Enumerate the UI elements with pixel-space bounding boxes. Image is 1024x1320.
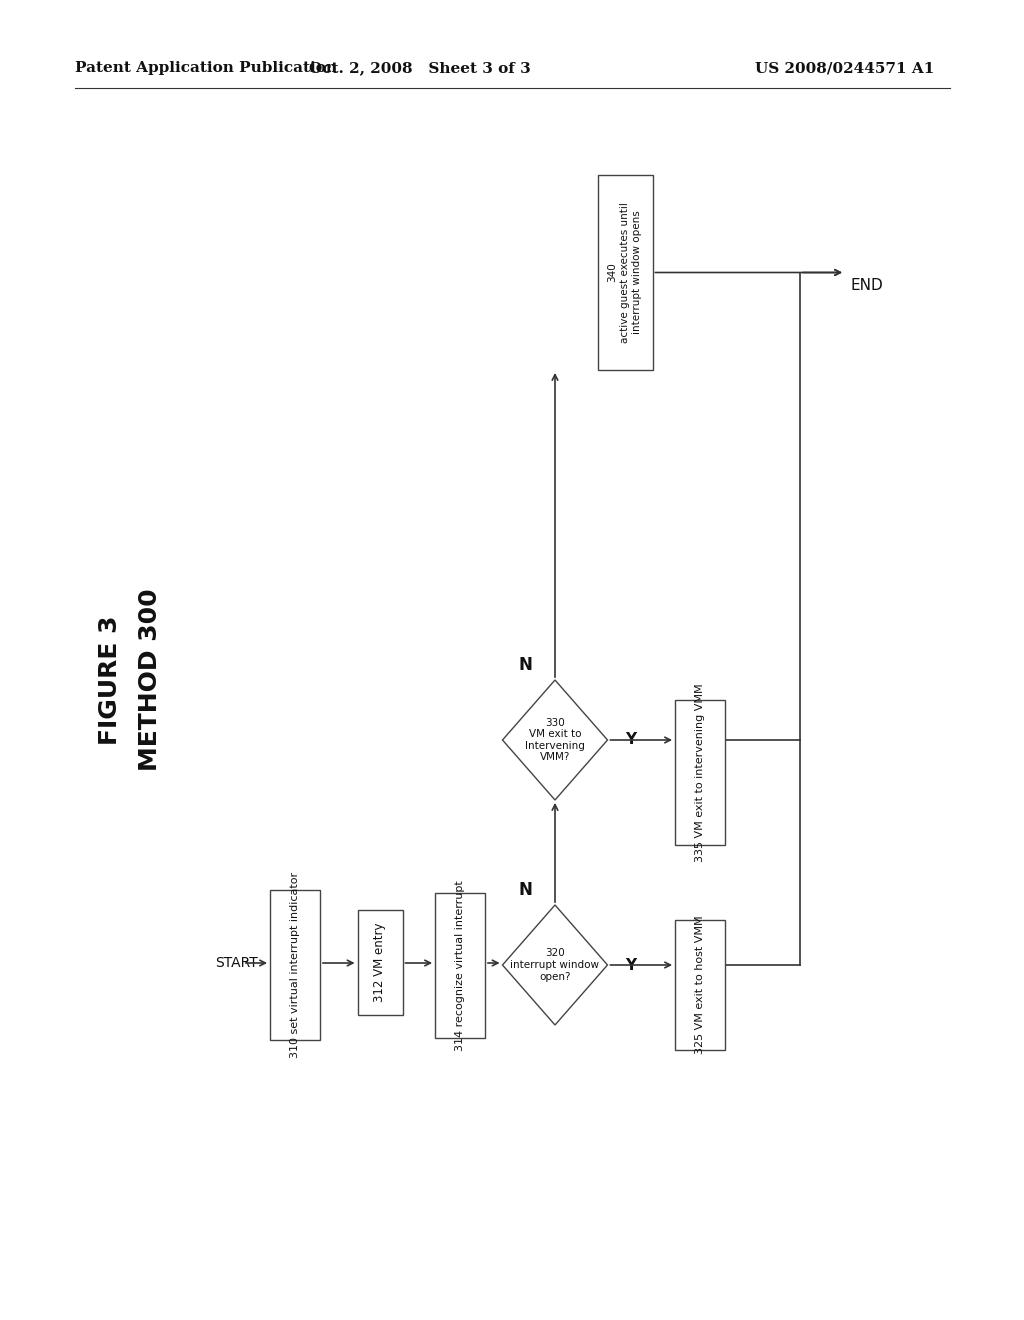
Text: END: END [850, 277, 883, 293]
Text: N: N [518, 880, 531, 899]
Text: US 2008/0244571 A1: US 2008/0244571 A1 [755, 61, 934, 75]
Text: 340
active guest executes until
interrupt window opens: 340 active guest executes until interrup… [607, 202, 642, 343]
FancyBboxPatch shape [675, 920, 725, 1049]
Text: Y: Y [626, 957, 637, 973]
Text: 310 set virtual interrupt indicator: 310 set virtual interrupt indicator [290, 873, 300, 1059]
Text: 330
VM exit to
Intervening
VMM?: 330 VM exit to Intervening VMM? [525, 718, 585, 763]
Text: Patent Application Publication: Patent Application Publication [75, 61, 337, 75]
Text: 320
interrupt window
open?: 320 interrupt window open? [511, 948, 599, 982]
Text: 314 recognize virtual interrupt: 314 recognize virtual interrupt [455, 880, 465, 1051]
FancyBboxPatch shape [357, 909, 402, 1015]
FancyBboxPatch shape [435, 894, 485, 1038]
Polygon shape [503, 680, 607, 800]
FancyBboxPatch shape [597, 176, 652, 370]
FancyBboxPatch shape [270, 890, 319, 1040]
FancyBboxPatch shape [675, 700, 725, 845]
Text: 312 VM entry: 312 VM entry [374, 923, 386, 1002]
Text: METHOD 300: METHOD 300 [138, 589, 162, 771]
Text: N: N [518, 656, 531, 675]
Text: 335 VM exit to intervening VMM: 335 VM exit to intervening VMM [695, 684, 705, 862]
Text: Oct. 2, 2008   Sheet 3 of 3: Oct. 2, 2008 Sheet 3 of 3 [309, 61, 530, 75]
Text: START: START [215, 956, 258, 970]
Text: 325 VM exit to host VMM: 325 VM exit to host VMM [695, 916, 705, 1055]
Text: Y: Y [626, 733, 637, 747]
Polygon shape [503, 906, 607, 1026]
Text: FIGURE 3: FIGURE 3 [98, 615, 122, 744]
